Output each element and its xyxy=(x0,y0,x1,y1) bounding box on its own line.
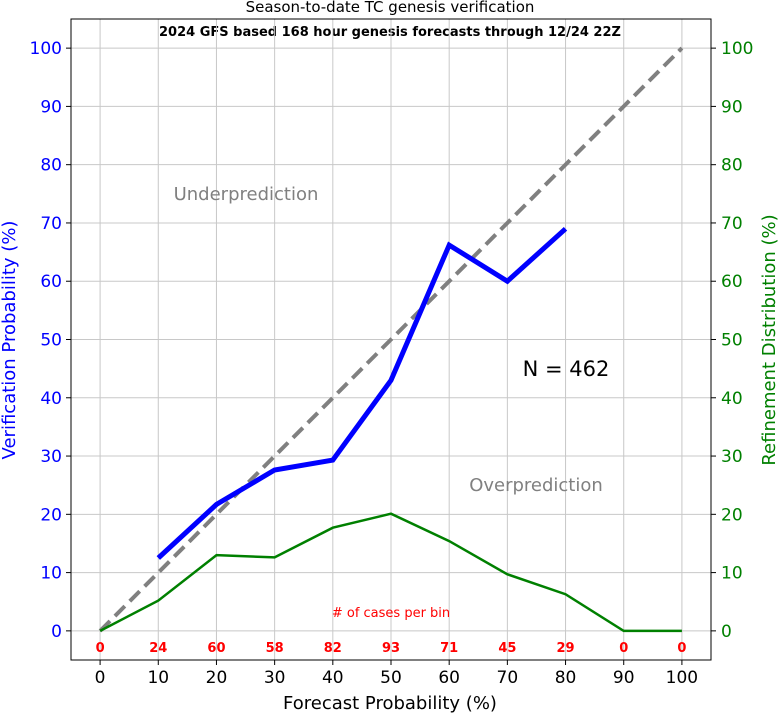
x-tick-label: 40 xyxy=(322,668,344,688)
y-tick-label-left: 0 xyxy=(51,622,62,642)
y-tick-label-left: 60 xyxy=(40,272,62,292)
y-tick-label-left: 50 xyxy=(40,331,62,351)
case-count-label: 58 xyxy=(266,641,284,656)
x-tick-label: 30 xyxy=(264,668,286,688)
y-tick-label-left: 20 xyxy=(40,505,62,525)
y-tick-label-right: 70 xyxy=(721,214,743,234)
y-tick-label-left: 10 xyxy=(40,564,62,584)
x-tick-label: 60 xyxy=(438,668,460,688)
x-tick-label: 10 xyxy=(147,668,169,688)
case-count-label: 45 xyxy=(498,641,516,656)
x-tick-label: 100 xyxy=(666,668,698,688)
y-tick-label-right: 20 xyxy=(721,505,743,525)
case-count-label: 93 xyxy=(382,641,400,656)
perfect-reliability-line xyxy=(98,46,684,633)
case-count-label: 29 xyxy=(556,641,574,656)
verification-line xyxy=(156,226,568,560)
case-count-label: 0 xyxy=(677,641,686,656)
ticks: 0 10 20 30 40 50 60 70 80 90 100 0 0 10 10 20 20 30 30 40 40… xyxy=(30,39,754,688)
y-tick-label-left: 100 xyxy=(30,39,62,59)
y-tick-label-right: 30 xyxy=(721,447,743,467)
y-tick-label-right: 40 xyxy=(721,389,743,409)
y-tick-label-left: 80 xyxy=(40,156,62,176)
x-tick-label: 70 xyxy=(497,668,519,688)
y-tick-label-right: 50 xyxy=(721,331,743,351)
case-counts: 0 24 60 58 82 93 71 45 29 0 0 xyxy=(96,641,687,656)
y-tick-label-right: 80 xyxy=(721,156,743,176)
case-count-label: 82 xyxy=(324,641,342,656)
y-tick-label-right: 10 xyxy=(721,564,743,584)
chart-title: Season-to-date TC genesis verification xyxy=(246,0,535,16)
y-axis-label-left: Verification Probability (%) xyxy=(0,221,20,460)
case-count-label: 24 xyxy=(149,641,167,656)
annotation-underprediction: Underprediction xyxy=(174,184,319,205)
x-tick-label: 0 xyxy=(95,668,106,688)
y-tick-label-left: 40 xyxy=(40,389,62,409)
y-tick-label-right: 90 xyxy=(721,97,743,117)
x-tick-label: 20 xyxy=(206,668,228,688)
x-tick-label: 90 xyxy=(613,668,635,688)
y-tick-label-right: 0 xyxy=(721,622,732,642)
case-count-label: 0 xyxy=(96,641,105,656)
refinement-line xyxy=(99,512,682,633)
x-axis-label: Forecast Probability (%) xyxy=(283,693,497,713)
y-tick-label-right: 100 xyxy=(721,39,753,59)
chart-subtitle: 2024 GFS based 168 hour genesis forecast… xyxy=(159,25,621,40)
y-tick-label-left: 30 xyxy=(40,447,62,467)
y-tick-label-right: 60 xyxy=(721,272,743,292)
series-layer xyxy=(98,46,684,633)
y-axis-label-right: Refinement Distribution (%) xyxy=(759,214,779,465)
annotation-overprediction: Overprediction xyxy=(469,475,603,496)
y-tick-label-left: 70 xyxy=(40,214,62,234)
y-tick-label-left: 90 xyxy=(40,97,62,117)
case-count-label: 71 xyxy=(440,641,458,656)
x-tick-label: 50 xyxy=(380,668,402,688)
annotation-n-count: N = 462 xyxy=(523,357,610,381)
annotation-cases-per-bin: # of cases per bin xyxy=(332,606,450,621)
case-count-label: 60 xyxy=(207,641,225,656)
x-tick-label: 80 xyxy=(555,668,577,688)
case-count-label: 0 xyxy=(619,641,628,656)
